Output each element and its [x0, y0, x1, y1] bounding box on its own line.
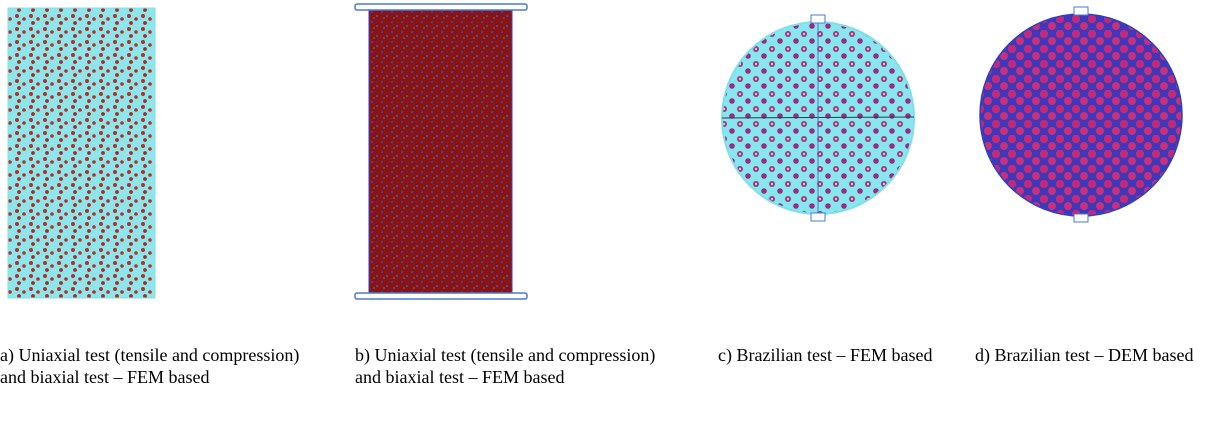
- panel-d-disc: [980, 14, 1182, 216]
- top-plate: [355, 4, 527, 10]
- caption: d) Brazilian test – DEM based: [975, 344, 1215, 366]
- panel-b-specimen: [369, 10, 512, 294]
- bottom-loader: [1074, 214, 1088, 222]
- bottom-loader: [811, 213, 825, 221]
- figure-panels: [0, 0, 1219, 330]
- bottom-plate: [355, 293, 527, 299]
- caption: a) Uniaxial test (tensile and compressio…: [0, 344, 310, 388]
- panel-a-specimen: [8, 8, 155, 298]
- caption: b) Uniaxial test (tensile and compressio…: [355, 344, 665, 388]
- top-loader: [811, 15, 825, 23]
- top-loader: [1074, 7, 1088, 15]
- caption: c) Brazilian test – FEM based: [718, 344, 953, 366]
- page: {"figure": {"captions": [ "a) Uniaxial t…: [0, 0, 1219, 434]
